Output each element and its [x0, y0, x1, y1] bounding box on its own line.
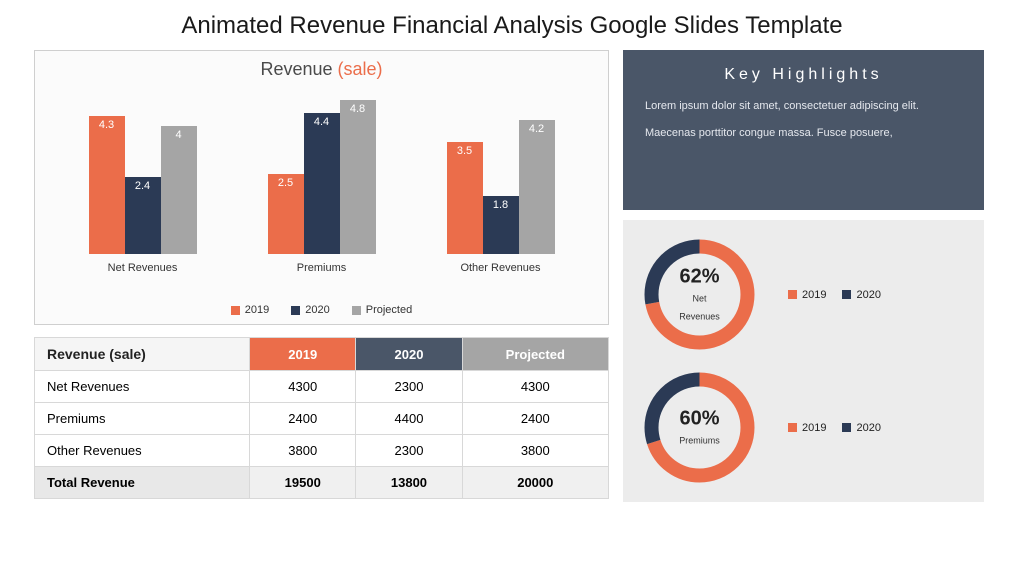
right-column: Key Highlights Lorem ipsum dolor sit ame… [623, 50, 984, 502]
table-header-row: Revenue (sale) 2019 2020 Projected [35, 338, 609, 371]
bar-cluster: 2.54.44.8 Premiums [232, 94, 411, 274]
highlights-text-2: Maecenas porttitor congue massa. Fusce p… [645, 125, 962, 142]
donut-caption: NetRevenues [679, 293, 720, 321]
highlights-text-1: Lorem ipsum dolor sit amet, consectetuer… [645, 98, 962, 115]
table-col-header-2020: 2020 [356, 338, 462, 371]
cell-value: 3800 [462, 435, 608, 467]
bar-category-label: Net Revenues [108, 262, 178, 274]
bar-cluster: 4.32.44 Net Revenues [53, 94, 232, 274]
legend-item: Projected [352, 304, 412, 316]
bar: 4.3 [89, 116, 125, 254]
legend-swatch-icon [842, 423, 851, 432]
highlights-heading: Key Highlights [645, 66, 962, 84]
main-layout: Revenue (sale) 4.32.44 Net Revenues 2.54.4… [0, 50, 1024, 516]
donut-center: 62% NetRevenues [679, 265, 720, 324]
table-col-header-projected: Projected [462, 338, 608, 371]
chart-plot-area: 4.32.44 Net Revenues 2.54.44.8 Premiums 3.51… [53, 89, 590, 274]
donut-legend: 2019 2020 [788, 422, 881, 434]
cell-value: 2400 [462, 403, 608, 435]
page-title: Animated Revenue Financial Analysis Goog… [0, 0, 1024, 50]
cell-value: 4300 [462, 371, 608, 403]
donut-row: 60% Premiums 2019 2020 [637, 365, 970, 490]
donut-center: 60% Premiums [679, 407, 720, 448]
row-label: Net Revenues [35, 371, 250, 403]
bar: 3.5 [447, 142, 483, 254]
legend-swatch-icon [842, 290, 851, 299]
key-highlights-panel: Key Highlights Lorem ipsum dolor sit ame… [623, 50, 984, 210]
legend-item: 2020 [842, 422, 880, 434]
donut-charts-panel: 62% NetRevenues 2019 2020 60% Premiums 2019 202… [623, 220, 984, 502]
legend-label: 2020 [856, 289, 880, 301]
bar: 4 [161, 126, 197, 254]
table-row: Premiums240044002400 [35, 403, 609, 435]
donut-percent: 62% [679, 265, 720, 288]
cell-value: 4300 [250, 371, 356, 403]
total-value: 13800 [356, 467, 462, 499]
bar: 4.8 [340, 100, 376, 254]
chart-title-prefix: Revenue [260, 59, 337, 79]
cell-value: 2300 [356, 371, 462, 403]
donut-chart: 62% NetRevenues [637, 232, 762, 357]
donut-caption: Premiums [679, 435, 720, 445]
donut-legend: 2019 2020 [788, 289, 881, 301]
legend-label: 2020 [856, 422, 880, 434]
bar: 4.2 [519, 120, 555, 254]
legend-swatch-icon [231, 306, 240, 315]
donut-chart: 60% Premiums [637, 365, 762, 490]
total-label: Total Revenue [35, 467, 250, 499]
legend-label: 2020 [305, 304, 329, 316]
legend-swatch-icon [788, 423, 797, 432]
table-row: Net Revenues430023004300 [35, 371, 609, 403]
legend-label: 2019 [802, 422, 826, 434]
legend-item: 2019 [231, 304, 269, 316]
chart-legend: 2019 2020 Projected [35, 304, 608, 316]
legend-swatch-icon [352, 306, 361, 315]
cell-value: 4400 [356, 403, 462, 435]
bar: 1.8 [483, 196, 519, 254]
legend-item: 2019 [788, 422, 826, 434]
bar: 2.5 [268, 174, 304, 254]
chart-title-accent: (sale) [338, 59, 383, 79]
row-label: Other Revenues [35, 435, 250, 467]
table-row: Other Revenues380023003800 [35, 435, 609, 467]
legend-item: 2019 [788, 289, 826, 301]
revenue-table: Revenue (sale) 2019 2020 Projected Net R… [34, 337, 609, 499]
bar-cluster: 3.51.84.2 Other Revenues [411, 94, 590, 274]
donut-percent: 60% [679, 407, 720, 430]
bar-category-label: Other Revenues [460, 262, 540, 274]
chart-title: Revenue (sale) [35, 51, 608, 82]
table-total-row: Total Revenue195001380020000 [35, 467, 609, 499]
bar-category-label: Premiums [297, 262, 347, 274]
donut-row: 62% NetRevenues 2019 2020 [637, 232, 970, 357]
bar: 4.4 [304, 113, 340, 254]
legend-label: 2019 [245, 304, 269, 316]
left-column: Revenue (sale) 4.32.44 Net Revenues 2.54.4… [34, 50, 609, 502]
bar: 2.4 [125, 177, 161, 254]
table-col-header-2019: 2019 [250, 338, 356, 371]
revenue-bar-chart: Revenue (sale) 4.32.44 Net Revenues 2.54.4… [34, 50, 609, 325]
total-value: 19500 [250, 467, 356, 499]
legend-label: 2019 [802, 289, 826, 301]
table-corner-header: Revenue (sale) [35, 338, 250, 371]
cell-value: 2400 [250, 403, 356, 435]
legend-item: 2020 [842, 289, 880, 301]
legend-swatch-icon [788, 290, 797, 299]
legend-swatch-icon [291, 306, 300, 315]
legend-label: Projected [366, 304, 412, 316]
legend-item: 2020 [291, 304, 329, 316]
row-label: Premiums [35, 403, 250, 435]
cell-value: 2300 [356, 435, 462, 467]
total-value: 20000 [462, 467, 608, 499]
cell-value: 3800 [250, 435, 356, 467]
